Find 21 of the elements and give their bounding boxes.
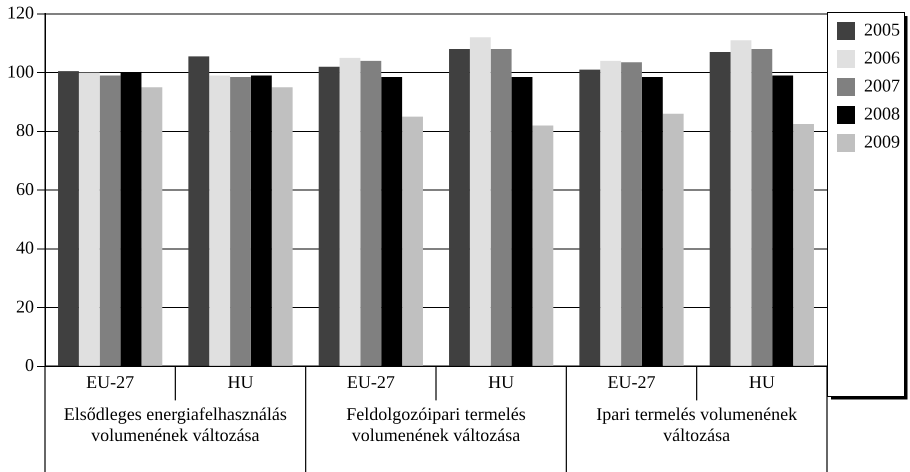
text: Elsődleges energiafelhasználás volumenének változása: [64, 404, 287, 446]
legend-label: 2009: [864, 132, 900, 152]
x-tick-label: HU: [488, 372, 514, 392]
text: Feldolgozóipari termelés volumenének változása: [346, 404, 526, 446]
y-tick-label: 0: [25, 355, 34, 376]
legend-label: 2008: [864, 104, 900, 124]
legend-label: 2007: [864, 76, 900, 96]
x-tick-label: EU-27: [86, 372, 134, 392]
y-tick-label: 60: [16, 178, 34, 199]
y-tick-label: 100: [7, 61, 34, 82]
y-tick-label: 120: [7, 2, 34, 23]
x-tick-label: HU: [748, 372, 775, 392]
y-tick-label: 80: [16, 120, 34, 140]
x-tick-label: EU-27: [346, 372, 395, 392]
y-tick-label: 40: [16, 238, 34, 258]
y-tick-label: 20: [16, 296, 34, 316]
legend-label: 2005: [864, 20, 900, 40]
x-tick-label: HU: [228, 372, 254, 392]
legend-label: 2006: [864, 48, 900, 68]
x-tick-label: EU-27: [608, 372, 656, 392]
text: Ipari termelés volumenének változása: [596, 404, 798, 446]
